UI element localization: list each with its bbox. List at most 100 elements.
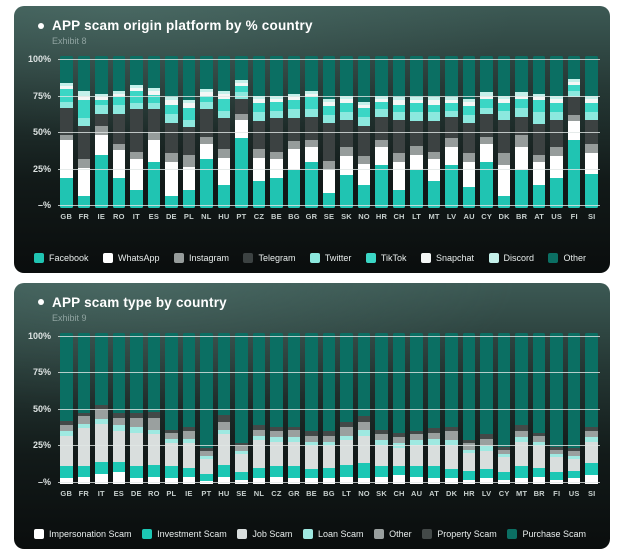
bar-segment-tiktok [147,95,161,104]
bar-segment-tiktok [567,84,581,91]
x-axis-label-au: AU [463,212,475,221]
bar-slot [462,332,476,485]
bar-segment-telegram [147,109,161,132]
bar-segment-twitter [270,110,283,119]
bar-segment-investment-scam [515,466,528,479]
bar-segment-tiktok [95,100,108,105]
bar-segment-discord [322,98,336,102]
bar-segment-whatsapp [410,154,423,170]
bar-segment-other [585,431,598,438]
bar-segment-tiktok [497,103,511,111]
legend-item-snapchat: Snapchat [421,252,474,263]
bar-segment-impersonation-scam [287,478,301,485]
chart-title-row: APP scam type by country [38,295,600,310]
bar-segment-telegram [270,118,283,152]
bar-segment-tiktok [130,90,143,104]
x-axis-label-hu: HU [218,212,230,221]
bar-slot [550,332,563,485]
bar-segment-discord [375,95,388,99]
y-axis-tick-label: 25% [32,163,51,174]
bar-segment-property-scam [147,411,161,418]
bar-slot [77,332,91,485]
x-axis-label-fr: FR [78,212,89,221]
bar-segment-discord [217,90,231,94]
bar-segment-impersonation-scam [60,478,73,485]
bar-segment-other [462,56,476,99]
stacked-bar-gb [60,332,73,485]
bar-segment-instagram [165,153,178,163]
bar-segment-facebook [287,169,301,208]
stacked-bar-us [550,56,563,208]
bar-segment-impersonation-scam [305,478,318,485]
bar-segment-impersonation-scam [165,478,178,485]
bar-segment-snapchat [287,97,301,101]
stacked-bar-gb [60,56,73,208]
bar-segment-other [130,417,143,427]
bar-segment-twitter [182,119,196,128]
x-axis-label-cy: CY [498,488,510,498]
bar-slot [217,56,231,208]
bar-slot [462,56,476,208]
bar-segment-purchase-scam [200,332,213,449]
bar-segment-other [375,434,388,441]
bar-segment-investment-scam [165,466,178,479]
legend-item-other: Other [374,529,412,539]
bar-segment-impersonation-scam [497,479,511,485]
bar-segment-snapchat [480,95,493,99]
bar-segment-other [340,56,353,96]
legend-swatch-loan-scam [302,529,313,539]
bar-segment-job-scam [427,444,441,467]
legend-swatch-snapchat [421,252,432,263]
bar-segment-instagram [427,151,441,160]
stacked-bar-hr [462,332,476,485]
bars-layer [58,332,600,485]
bar-segment-job-scam [375,444,388,467]
bar-slot [305,56,318,208]
chart-subtitle: Exhibit 9 [52,312,87,323]
bar-segment-purchase-scam [532,332,546,433]
legend-label-impersonation-scam: Impersonation Scam [49,529,132,539]
bar-segment-telegram [112,113,126,145]
x-axis-label-it: IT [132,212,140,221]
bar-segment-other [252,429,266,436]
platform-chart-header: APP scam origin platform by % country Ex… [22,18,600,46]
bar-segment-impersonation-scam [95,473,108,485]
bar-segment-whatsapp [200,144,213,160]
bar-segment-impersonation-scam [532,476,546,485]
bar-slot [445,56,458,208]
bar-segment-job-scam [95,423,108,462]
bar-segment-other [130,56,143,85]
bar-segment-property-scam [200,448,213,452]
legend-label-purchase-scam: Purchase Scam [522,529,586,539]
bar-segment-investment-scam [567,470,581,479]
bar-slot [567,332,581,485]
bar-segment-twitter [462,115,476,123]
bar-segment-instagram [462,153,476,163]
bar-slot [585,332,598,485]
bar-segment-property-scam [480,434,493,439]
legend-item-other: Other [548,252,586,263]
stacked-bar-ro [112,56,126,208]
bar-segment-whatsapp [235,119,248,139]
x-axis-label-hr: HR [375,212,388,221]
bar-slot [392,56,406,208]
bar-segment-property-scam [270,426,283,432]
bar-segment-purchase-scam [427,332,441,429]
bar-segment-discord [462,98,476,102]
x-axis-label-fi: FI [553,488,561,498]
bar-segment-telegram [445,116,458,139]
bar-segment-job-scam [112,431,126,462]
bar-segment-investment-scam [357,463,371,479]
stacked-bar-pl [182,56,196,208]
bar-segment-instagram [532,154,546,163]
bar-segment-purchase-scam [112,332,126,414]
stacked-bar-ie [182,332,196,485]
bar-segment-telegram [95,113,108,126]
x-axis-label-au: AU [410,488,423,498]
bar-segment-impersonation-scam [375,476,388,485]
bar-segment-other [515,431,528,438]
bar-segment-impersonation-scam [340,476,353,485]
bar-segment-tiktok [287,100,301,110]
bar-segment-other [375,56,388,96]
bar-segment-purchase-scam [305,332,318,432]
